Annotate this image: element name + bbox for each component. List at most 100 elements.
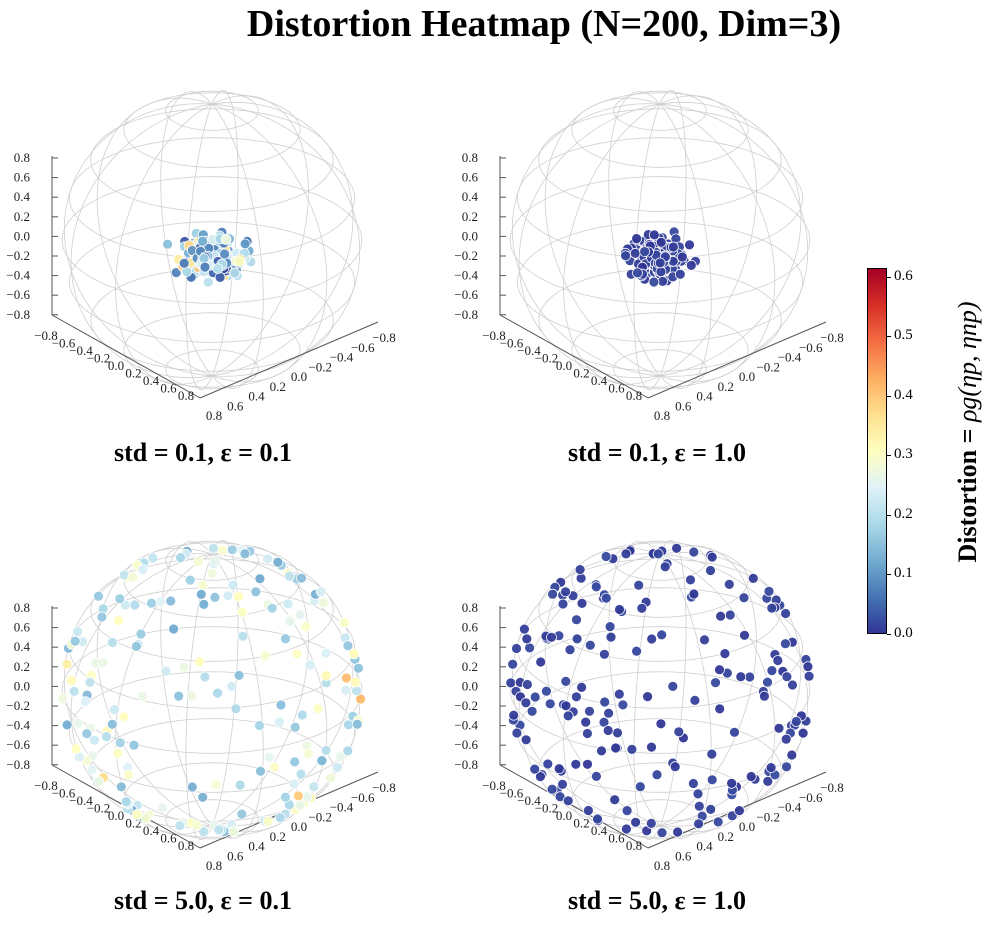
- scatter-point: [582, 758, 593, 770]
- scatter-point: [351, 718, 363, 730]
- scatter-point: [217, 544, 228, 556]
- scatter-point: [219, 248, 231, 260]
- scatter-point: [262, 815, 274, 827]
- x-tick-label: −0.4: [517, 793, 541, 808]
- colorbar-tickmark: [887, 455, 891, 457]
- scatter-point: [562, 795, 574, 807]
- z-tick-label: −0.2: [6, 698, 30, 713]
- y-tick-label: 0.0: [739, 819, 755, 834]
- parallel-line: [613, 90, 707, 131]
- scatter-point: [676, 251, 688, 263]
- scatter-point: [630, 816, 642, 828]
- scatter-point: [325, 772, 337, 784]
- parallel-line: [516, 587, 804, 709]
- scatter-point: [610, 742, 622, 754]
- scatter-point: [340, 672, 352, 684]
- scatter-point: [348, 648, 360, 660]
- z-tick-label: 0.2: [462, 209, 478, 224]
- scatter-point: [342, 745, 354, 757]
- parallel-line: [538, 718, 782, 822]
- scatter-point: [316, 755, 328, 767]
- colorbar-tick-label: 0.2: [894, 505, 913, 522]
- scatter-point: [529, 691, 541, 703]
- scatter-point: [706, 551, 718, 563]
- scatter-point: [269, 761, 281, 773]
- x-axis-line: [51, 314, 201, 399]
- parallel-line: [538, 108, 782, 212]
- scatter-point: [590, 770, 602, 782]
- colorbar-label-prefix: Distortion =: [953, 422, 982, 563]
- scatter-point: [659, 561, 671, 573]
- scatter-point: [97, 657, 109, 669]
- scatter-point: [198, 599, 210, 610]
- scatter-point: [631, 645, 643, 657]
- scatter-point: [168, 623, 180, 635]
- scatter-plot-4: 0.80.60.40.20.0−0.2−0.4−0.6−0.8−0.8−0.6−…: [454, 540, 844, 873]
- scatter-point: [70, 743, 82, 755]
- scatter-panel-2: 0.8 0.6 0.4 0.2 0.0 −0.2 −0.4 −0.6 −0.8 −0.8 −0.6−…: [448, 90, 888, 450]
- colorbar-tickmark: [887, 634, 891, 635]
- scatter-point: [192, 556, 204, 567]
- scatter-point: [620, 548, 632, 560]
- scatter-point: [191, 819, 203, 831]
- scatter-point: [209, 555, 221, 567]
- scatter-point: [674, 268, 686, 280]
- scatter-point: [212, 687, 224, 699]
- y-tick-label: 0.6: [675, 848, 692, 863]
- scatter-point: [332, 761, 343, 773]
- scatter-point: [259, 650, 271, 662]
- x-tick-label: 0.6: [608, 381, 625, 396]
- scatter-point: [763, 585, 775, 597]
- y-tick-label: −0.6: [799, 340, 823, 355]
- x-tick-label: 0.2: [573, 816, 589, 831]
- scatter-point: [605, 631, 617, 643]
- scatter-point: [652, 548, 664, 560]
- y-tick-label: −0.4: [778, 350, 802, 365]
- scatter-point: [155, 596, 167, 607]
- scatter-point: [598, 648, 610, 660]
- x-tick-label: −0.4: [517, 343, 541, 358]
- scatter-point: [109, 704, 120, 716]
- x-tick-label: 0.4: [591, 373, 608, 388]
- scatter-point: [656, 629, 668, 641]
- scatter-point: [61, 719, 73, 731]
- x-tick-label: 0.8: [626, 388, 642, 403]
- scatter-point: [197, 579, 209, 591]
- y-tick-label: −0.2: [756, 809, 780, 824]
- scatter-point: [340, 684, 352, 696]
- scatter-point: [712, 816, 724, 828]
- scatter-point: [571, 614, 582, 626]
- scatter-point: [349, 676, 361, 688]
- scatter-point: [115, 781, 127, 793]
- scatter-point: [66, 675, 77, 686]
- scatter-panel-1: 0.8 0.6 0.4 0.2 0.0 −0.2 −0.4 −0.6 −0.8 −0.8 −0.6−…: [0, 90, 440, 450]
- scatter-point: [250, 586, 262, 598]
- parallel-line: [165, 90, 259, 131]
- y-tick-label: −0.8: [372, 330, 396, 345]
- scatter-point: [195, 589, 207, 600]
- scatter-point: [236, 606, 248, 618]
- scatter-point: [130, 641, 142, 652]
- colorbar-tick-label: 0.1: [894, 565, 913, 582]
- scatter-point: [599, 696, 611, 708]
- x-tick-label: 0.6: [160, 831, 177, 846]
- scatter-point: [526, 705, 538, 717]
- scatter-point: [671, 542, 683, 554]
- scatter-point: [705, 803, 717, 815]
- scatter-point: [735, 671, 747, 683]
- x-tick-label: 0.4: [143, 373, 160, 388]
- y-tick-label: 0.6: [227, 398, 244, 413]
- parallel-line: [613, 540, 707, 581]
- scatter-point: [758, 690, 770, 702]
- z-tick-label: −0.2: [6, 248, 30, 263]
- x-tick-label: −0.2: [535, 351, 559, 366]
- y-axis-line: [647, 321, 827, 399]
- z-tick-label: −0.4: [6, 718, 30, 733]
- chart-title: Distortion Heatmap (N=200, Dim=3): [246, 3, 842, 45]
- parallel-line: [538, 558, 782, 662]
- scatter-point: [186, 781, 198, 793]
- parallel-line: [516, 221, 804, 343]
- z-tick-label: −0.4: [6, 268, 30, 283]
- parallel-line: [68, 137, 356, 259]
- z-tick-label: −0.8: [454, 757, 478, 772]
